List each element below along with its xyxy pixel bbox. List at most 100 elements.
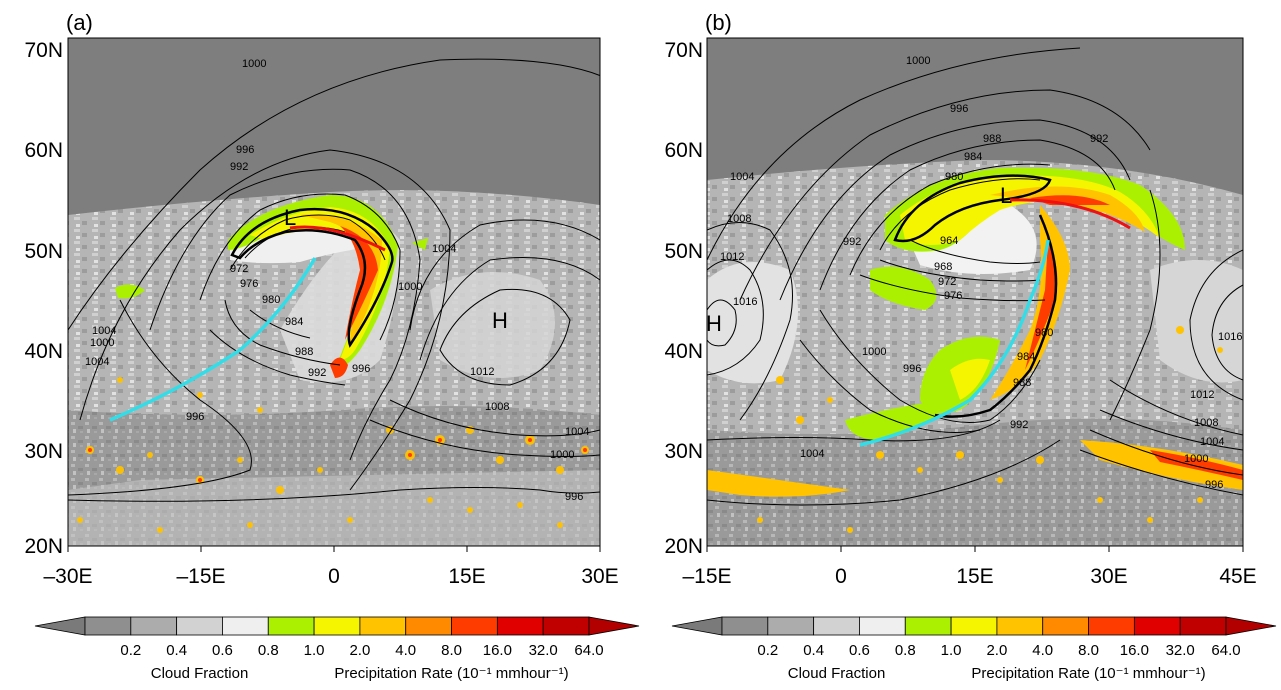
svg-text:0: 0: [328, 565, 340, 588]
svg-text:45E: 45E: [1219, 565, 1256, 588]
colorbar-swatch: [405, 616, 452, 636]
svg-text:1004: 1004: [432, 243, 456, 255]
colorbar-swatch: [267, 616, 315, 636]
svg-text:996: 996: [1205, 479, 1223, 491]
panel-b-map: 1000 996 988 992 984 980 1004 1008 1012 …: [706, 38, 1243, 546]
colorbar-tick-label: 0.4: [803, 642, 824, 659]
colorbar-tick-label: 4.0: [395, 642, 416, 659]
colorbar-swatch: [904, 616, 952, 636]
colorbar-swatch: [859, 616, 906, 636]
colorbar-swatch: [222, 616, 269, 636]
svg-text:976: 976: [240, 278, 258, 290]
colorbar-tick-label: 16.0: [1120, 642, 1149, 659]
svg-text:992: 992: [1090, 133, 1108, 145]
colorbar-swatch: [84, 616, 132, 636]
panel-a-isobar-labels: 1000 996 992 1004 972 976 980 984 988 99…: [85, 58, 589, 503]
colorbar-tick-label: 2.0: [349, 642, 370, 659]
colorbar-swatch: [451, 616, 498, 636]
colorbar-tick-label: 0.8: [258, 642, 279, 659]
svg-text:20N: 20N: [24, 535, 63, 558]
colorbar-swatch: [496, 616, 544, 636]
svg-text:1000: 1000: [90, 337, 114, 349]
colorbar-swatch: [313, 616, 361, 636]
svg-text:70N: 70N: [24, 39, 63, 62]
svg-text:30E: 30E: [1090, 565, 1127, 588]
colorbar-swatch: [813, 616, 860, 636]
colorbar-tick-label: 8.0: [441, 642, 462, 659]
svg-text:1004: 1004: [565, 426, 589, 438]
svg-text:996: 996: [950, 103, 968, 115]
svg-text:988: 988: [295, 346, 313, 358]
precip-rate-title: Precipitation Rate (10⁻¹ mmhour⁻¹): [334, 665, 568, 682]
colorbar-tick-label: 32.0: [529, 642, 558, 659]
colorbar-swatch: [176, 616, 223, 636]
svg-text:1004: 1004: [85, 356, 109, 368]
colorbar-tick-label: 8.0: [1078, 642, 1099, 659]
svg-text:996: 996: [903, 363, 921, 375]
svg-text:988: 988: [1013, 377, 1031, 389]
colorbar-swatch: [1133, 616, 1181, 636]
svg-text:1008: 1008: [485, 401, 509, 413]
svg-text:20N: 20N: [664, 535, 703, 558]
svg-text:60N: 60N: [664, 139, 703, 162]
panel-a: (a): [24, 10, 618, 588]
svg-text:1004: 1004: [800, 448, 824, 460]
svg-text:0: 0: [835, 565, 847, 588]
svg-text:988: 988: [983, 133, 1001, 145]
panel-b-isobar-labels: 1000 996 988 992 984 980 1004 1008 1012 …: [720, 55, 1242, 491]
low-pressure-label-a: L: [284, 205, 296, 230]
colorbar-b: 0.2 0.4 0.6 0.8 1.0 2.0 4.0 8.0 16.0 32.0 64.0 Clou…: [671, 616, 1277, 682]
svg-text:1000: 1000: [906, 55, 930, 67]
svg-text:1008: 1008: [1194, 417, 1218, 429]
svg-text:50N: 50N: [24, 240, 63, 263]
svg-text:1012: 1012: [470, 366, 494, 378]
colorbar-swatch: [542, 616, 590, 636]
colorbar-tick-label: 0.4: [166, 642, 187, 659]
panel-a-x-ticks: –30E –15E 0 15E 30E: [43, 565, 618, 588]
colorbar-swatch: [1042, 616, 1089, 636]
colorbar-left-arrow: [34, 616, 86, 636]
colorbar-swatch: [1179, 616, 1227, 636]
svg-text:980: 980: [1035, 327, 1053, 339]
panel-b: (b): [664, 10, 1256, 588]
colorbar-swatch: [996, 616, 1044, 636]
panel-a-label: (a): [66, 10, 93, 35]
svg-text:–15E: –15E: [176, 565, 225, 588]
svg-text:972: 972: [230, 263, 248, 275]
colorbar-swatch: [767, 616, 815, 636]
colorbar-tick-label: 0.2: [757, 642, 778, 659]
svg-text:992: 992: [230, 161, 248, 173]
svg-text:996: 996: [565, 491, 583, 503]
svg-text:–30E: –30E: [43, 565, 92, 588]
svg-text:992: 992: [1010, 419, 1028, 431]
high-pressure-label-b: H: [706, 311, 722, 336]
svg-text:1004: 1004: [730, 171, 754, 183]
svg-text:15E: 15E: [956, 565, 993, 588]
svg-text:1004: 1004: [92, 325, 116, 337]
svg-text:30N: 30N: [664, 440, 703, 463]
svg-text:–15E: –15E: [682, 565, 731, 588]
svg-text:964: 964: [940, 235, 958, 247]
svg-text:1008: 1008: [727, 213, 751, 225]
svg-text:30E: 30E: [581, 565, 618, 588]
low-pressure-label-b: L: [1000, 183, 1012, 208]
svg-text:1000: 1000: [242, 58, 266, 70]
svg-text:968: 968: [934, 261, 952, 273]
colorbar-tick-label: 1.0: [304, 642, 325, 659]
colorbar-tick-label: 0.8: [895, 642, 916, 659]
colorbar-tick-label: 64.0: [574, 642, 603, 659]
svg-text:1016: 1016: [733, 296, 757, 308]
colorbar-swatch: [1088, 616, 1135, 636]
svg-text:984: 984: [1017, 351, 1035, 363]
svg-text:1012: 1012: [1190, 389, 1214, 401]
svg-text:1000: 1000: [862, 346, 886, 358]
colorbar-tick-label: 0.6: [212, 642, 233, 659]
colorbar-tick-label: 16.0: [483, 642, 512, 659]
svg-text:984: 984: [285, 316, 303, 328]
svg-text:980: 980: [262, 294, 280, 306]
svg-text:1004: 1004: [1200, 436, 1224, 448]
panel-b-y-ticks: 70N 60N 50N 40N 30N 20N: [664, 39, 703, 558]
svg-text:992: 992: [308, 367, 326, 379]
colorbar-right-arrow: [588, 616, 640, 636]
